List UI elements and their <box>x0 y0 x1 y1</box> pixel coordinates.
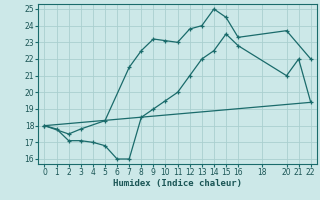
X-axis label: Humidex (Indice chaleur): Humidex (Indice chaleur) <box>113 179 242 188</box>
